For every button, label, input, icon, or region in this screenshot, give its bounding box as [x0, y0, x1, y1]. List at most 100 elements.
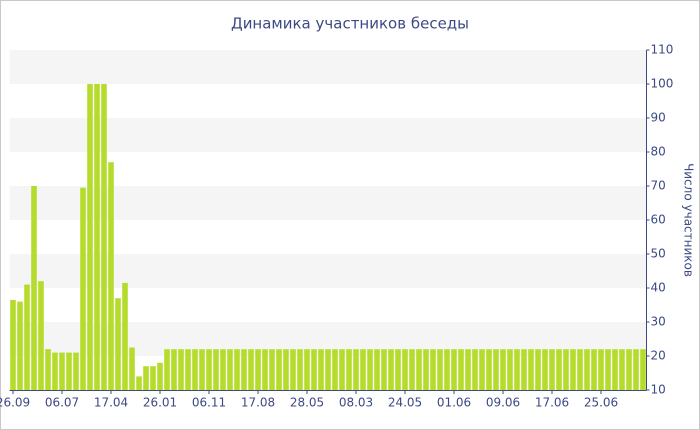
bar — [570, 349, 576, 390]
bar — [507, 349, 513, 390]
bar — [332, 349, 338, 390]
bar — [129, 347, 135, 390]
y-tick-label: 40 — [651, 281, 666, 295]
bar — [584, 349, 590, 390]
grid-band — [9, 50, 647, 84]
bar — [10, 299, 16, 390]
bar — [577, 349, 583, 390]
y-tick-label: 100 — [651, 77, 674, 91]
bar — [192, 349, 198, 390]
bar — [199, 349, 205, 390]
bar — [619, 349, 625, 390]
bar — [122, 282, 128, 390]
bar — [115, 298, 121, 390]
bar — [171, 349, 177, 390]
bar — [451, 349, 457, 390]
x-tick-label: 09.06 — [486, 396, 520, 410]
bar — [290, 349, 296, 390]
bar — [24, 284, 30, 390]
bar — [241, 349, 247, 390]
bar — [472, 349, 478, 390]
grid-band — [9, 118, 647, 152]
bar — [276, 349, 282, 390]
x-tick-label: 17.06 — [535, 396, 569, 410]
grid-band — [9, 254, 647, 288]
bar — [640, 349, 646, 390]
bar — [430, 349, 436, 390]
bar — [458, 349, 464, 390]
bar — [17, 301, 23, 390]
bar — [87, 84, 93, 390]
bar — [493, 349, 499, 390]
bar — [339, 349, 345, 390]
bar — [542, 349, 548, 390]
x-tick-label: 28.05 — [290, 396, 324, 410]
bar — [528, 349, 534, 390]
bar — [31, 186, 37, 390]
bar — [143, 366, 149, 390]
x-tick-label: 06.07 — [45, 396, 79, 410]
x-tick-label: 17.04 — [94, 396, 128, 410]
bar — [402, 349, 408, 390]
bar — [108, 162, 114, 390]
bar — [73, 352, 79, 390]
x-tick-label: 01.06 — [437, 396, 471, 410]
bar — [234, 349, 240, 390]
bar — [514, 349, 520, 390]
x-tick-label: 25.06 — [584, 396, 618, 410]
bar — [521, 349, 527, 390]
bar — [612, 349, 618, 390]
bar — [500, 349, 506, 390]
bar — [437, 349, 443, 390]
x-tick-label: 24.05 — [388, 396, 422, 410]
y-tick-label: 70 — [651, 179, 666, 193]
chart-title: Динамика участников беседы — [231, 15, 469, 33]
bar — [52, 352, 58, 390]
bar — [269, 349, 275, 390]
y-tick-label: 90 — [651, 111, 666, 125]
bar — [367, 349, 373, 390]
bar — [304, 349, 310, 390]
bar — [598, 349, 604, 390]
bar — [178, 349, 184, 390]
bar — [255, 349, 261, 390]
bar — [213, 349, 219, 390]
bar — [94, 84, 100, 390]
y-tick-label: 50 — [651, 247, 666, 261]
bar — [416, 349, 422, 390]
bar — [633, 349, 639, 390]
bar — [549, 349, 555, 390]
bar — [381, 349, 387, 390]
y-axis-label: Число участников — [682, 163, 696, 277]
bar — [262, 349, 268, 390]
bar — [227, 349, 233, 390]
grid-band — [9, 186, 647, 220]
y-tick-label: 30 — [651, 315, 666, 329]
x-tick-label: 26.09 — [0, 396, 30, 410]
bar — [185, 349, 191, 390]
y-tick-label: 80 — [651, 145, 666, 159]
bar — [374, 349, 380, 390]
bar — [605, 349, 611, 390]
bar — [206, 349, 212, 390]
bar — [311, 349, 317, 390]
bar — [318, 349, 324, 390]
bar — [59, 352, 65, 390]
bar — [479, 349, 485, 390]
y-tick-label: 60 — [651, 213, 666, 227]
bar — [101, 84, 107, 390]
bar — [591, 349, 597, 390]
bar — [346, 349, 352, 390]
bar — [395, 349, 401, 390]
bar — [38, 281, 44, 390]
bar — [388, 349, 394, 390]
x-tick-label: 26.01 — [143, 396, 177, 410]
bar — [360, 349, 366, 390]
x-tick-label: 17.08 — [241, 396, 275, 410]
bar — [535, 349, 541, 390]
bar — [66, 352, 72, 390]
bar — [353, 349, 359, 390]
bar — [423, 349, 429, 390]
bar — [486, 349, 492, 390]
